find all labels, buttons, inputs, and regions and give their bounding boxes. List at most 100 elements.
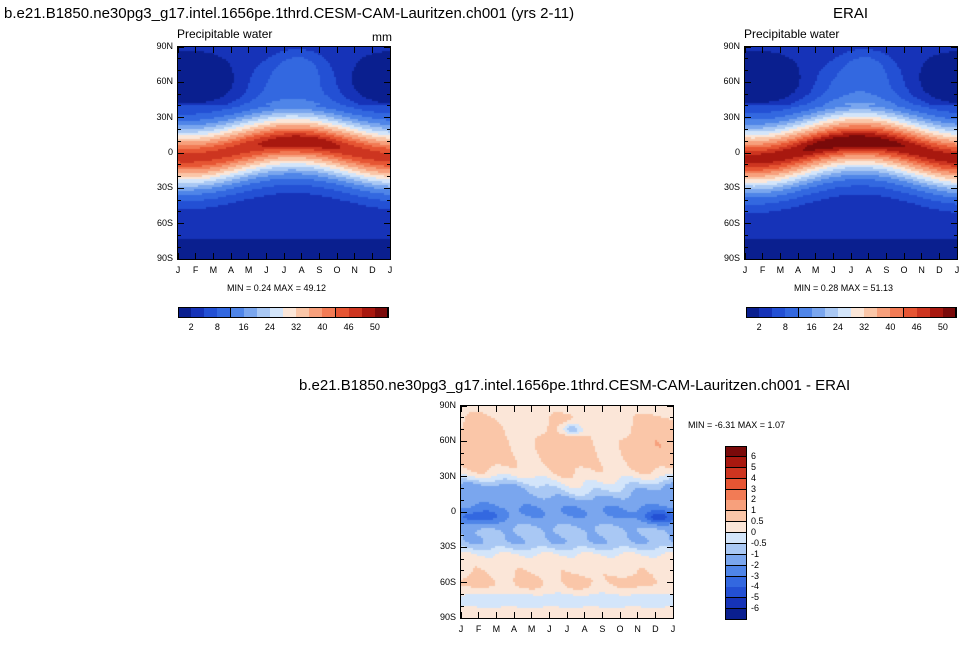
x-tick-label: D — [369, 265, 376, 275]
y-minor-tick — [460, 523, 464, 525]
y-tick-mark-right — [951, 258, 958, 260]
y-tick-label: 90N — [156, 41, 173, 51]
y-minor-tick-right — [387, 93, 391, 95]
x-tick-mark-top — [832, 46, 834, 53]
colorbar-label: 0.5 — [751, 516, 764, 527]
y-minor-tick-right — [670, 558, 674, 560]
y-minor-tick — [177, 58, 181, 60]
x-tick-mark-top — [265, 46, 267, 53]
y-minor-tick-right — [670, 570, 674, 572]
colorbar-box — [725, 522, 747, 534]
x-tick-label: J — [281, 265, 287, 275]
y-tick-mark — [177, 81, 184, 83]
x-tick-mark-top — [921, 46, 923, 53]
colorbar-frame — [746, 307, 956, 318]
x-tick-mark — [265, 253, 267, 260]
panel-a-minmax: MIN = 0.24 MAX = 49.12 — [227, 283, 327, 293]
y-minor-tick — [744, 199, 748, 201]
y-tick-mark-right — [384, 187, 391, 189]
y-tick-label: 90N — [723, 41, 740, 51]
y-minor-tick — [460, 452, 464, 454]
y-minor-tick-right — [387, 234, 391, 236]
x-tick-label: N — [351, 265, 358, 275]
y-minor-tick-right — [670, 464, 674, 466]
x-tick-mark-top — [779, 46, 781, 53]
y-tick-label: 0 — [734, 147, 740, 157]
x-tick-label: M — [811, 265, 820, 275]
x-tick-mark-top — [212, 46, 214, 53]
x-tick-mark — [389, 253, 391, 260]
y-tick-label: 30S — [156, 182, 173, 193]
x-tick-mark — [513, 612, 515, 619]
y-tick-mark — [177, 46, 184, 48]
y-minor-tick — [177, 199, 181, 201]
panel-c-plot — [460, 405, 674, 619]
y-minor-tick — [177, 105, 181, 107]
y-minor-tick — [460, 417, 464, 419]
y-tick-mark-right — [951, 81, 958, 83]
y-minor-tick-right — [954, 234, 958, 236]
y-minor-tick — [744, 128, 748, 130]
y-minor-tick-right — [670, 487, 674, 489]
y-minor-tick — [744, 211, 748, 213]
x-tick-mark — [478, 612, 480, 619]
x-tick-mark — [195, 253, 197, 260]
colorbar-box — [725, 598, 747, 610]
colorbar-box — [725, 587, 747, 599]
y-tick-label: 60S — [439, 576, 456, 587]
y-minor-tick — [744, 176, 748, 178]
x-tick-mark — [212, 253, 214, 260]
x-tick-mark — [672, 612, 674, 619]
y-minor-tick-right — [954, 176, 958, 178]
x-tick-label: A — [298, 265, 305, 275]
x-tick-mark-top — [248, 46, 250, 53]
x-tick-mark — [779, 253, 781, 260]
y-tick-mark — [744, 81, 751, 83]
y-tick-label: 60S — [156, 217, 173, 228]
y-minor-tick-right — [954, 70, 958, 72]
x-tick-label: O — [900, 265, 908, 275]
x-tick-label: N — [918, 265, 925, 275]
x-tick-mark — [371, 253, 373, 260]
y-tick-label: 0 — [167, 147, 173, 157]
colorbar-box — [374, 307, 389, 318]
colorbar-label: 2 — [188, 322, 194, 332]
x-tick-mark-top — [513, 405, 515, 412]
x-tick-label: F — [192, 265, 199, 275]
x-tick-mark — [797, 253, 799, 260]
x-tick-mark — [850, 253, 852, 260]
y-minor-tick-right — [387, 58, 391, 60]
x-tick-mark-top — [389, 46, 391, 53]
x-tick-mark-top — [903, 46, 905, 53]
y-minor-tick-right — [670, 605, 674, 607]
panel-b-minmax: MIN = 0.28 MAX = 51.13 — [794, 283, 894, 293]
y-minor-tick-right — [954, 128, 958, 130]
colorbar-label: 46 — [911, 322, 922, 332]
y-minor-tick — [744, 105, 748, 107]
y-tick-mark-right — [951, 152, 958, 154]
y-minor-tick — [177, 140, 181, 142]
x-tick-mark-top — [938, 46, 940, 53]
colorbar-box — [725, 446, 747, 457]
colorbar-box — [725, 511, 747, 523]
y-minor-tick — [744, 140, 748, 142]
y-tick-mark-right — [667, 511, 674, 513]
y-minor-tick — [460, 558, 464, 560]
panel-c-heatmap — [461, 406, 673, 618]
y-minor-tick-right — [387, 128, 391, 130]
y-minor-tick-right — [670, 429, 674, 431]
y-minor-tick-right — [954, 246, 958, 248]
x-tick-mark-top — [531, 405, 533, 412]
y-tick-label: 30N — [156, 111, 173, 122]
colorbar-box — [725, 489, 747, 501]
y-tick-mark — [177, 223, 184, 225]
y-minor-tick — [460, 605, 464, 607]
x-tick-label: J — [387, 265, 393, 275]
x-tick-mark-top — [283, 46, 285, 53]
y-tick-label: 60S — [723, 217, 740, 228]
y-tick-mark-right — [384, 152, 391, 154]
x-tick-mark-top — [619, 405, 621, 412]
y-tick-mark-right — [951, 117, 958, 119]
y-tick-mark — [460, 440, 467, 442]
y-tick-mark — [744, 223, 751, 225]
